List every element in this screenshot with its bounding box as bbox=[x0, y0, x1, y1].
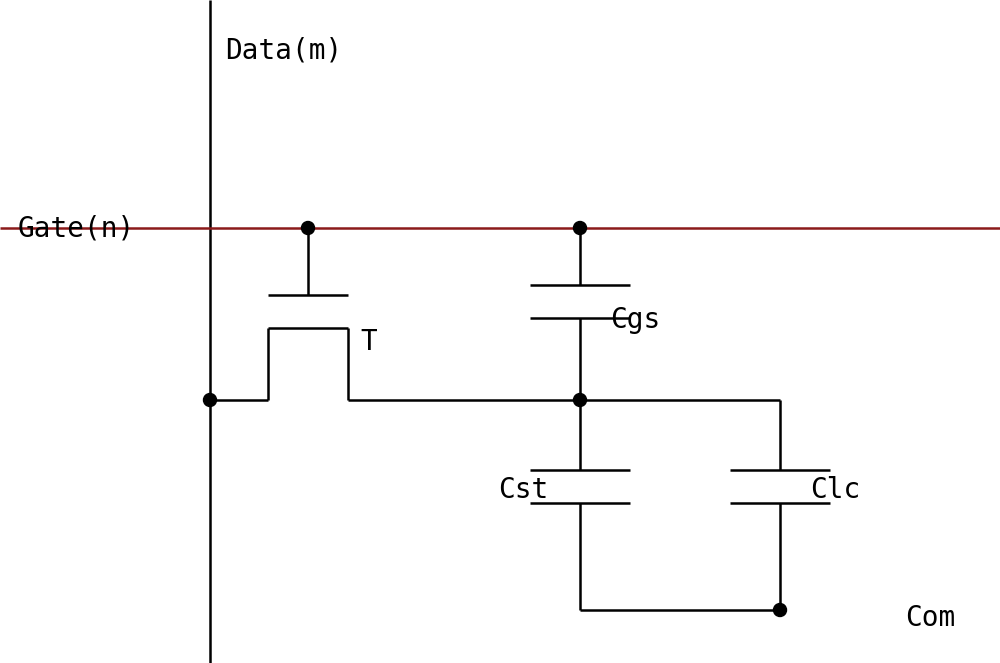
Circle shape bbox=[574, 394, 586, 406]
Circle shape bbox=[302, 221, 314, 235]
Text: Data(m): Data(m) bbox=[225, 36, 342, 64]
Text: Clc: Clc bbox=[810, 476, 860, 504]
Text: Gate(n): Gate(n) bbox=[18, 214, 135, 242]
Text: Com: Com bbox=[905, 604, 955, 632]
Text: Cgs: Cgs bbox=[610, 306, 660, 334]
Circle shape bbox=[204, 394, 216, 406]
Circle shape bbox=[574, 221, 586, 235]
Text: T: T bbox=[360, 328, 377, 356]
Circle shape bbox=[774, 603, 786, 617]
Text: Cst: Cst bbox=[498, 476, 548, 504]
